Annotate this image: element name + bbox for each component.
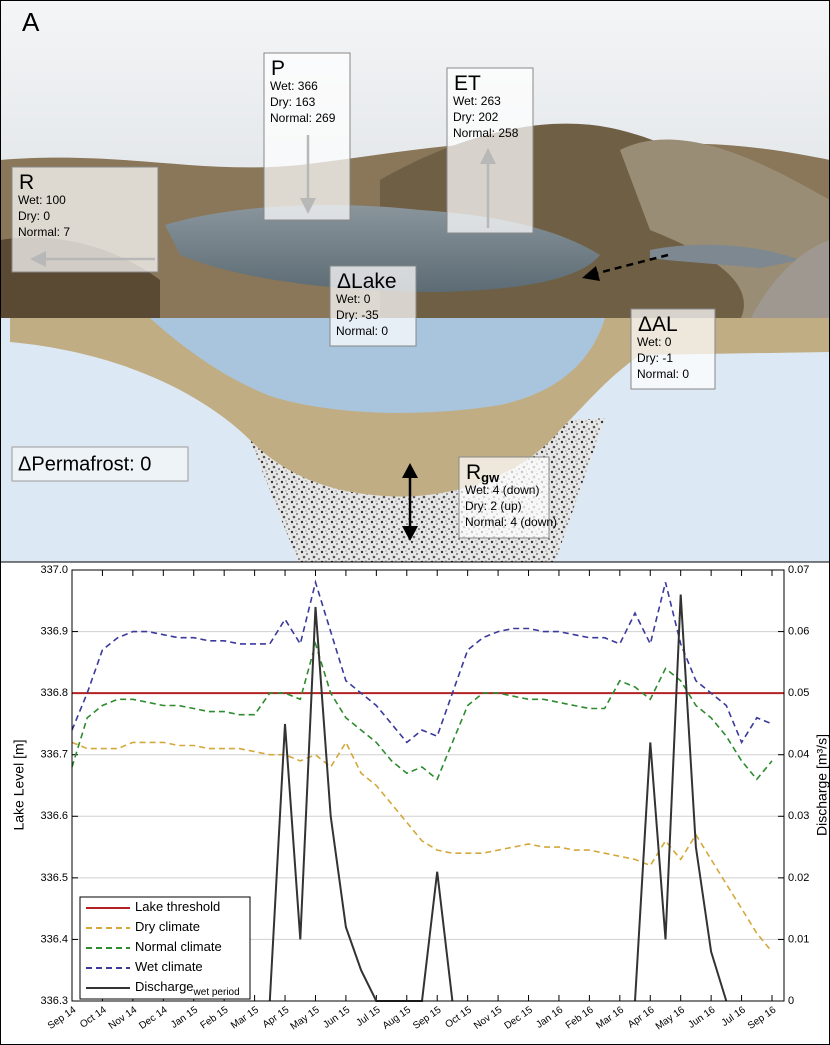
x-tick-label: Sep 16: [746, 1004, 779, 1031]
flux-value: Normal: 0: [637, 367, 689, 381]
flux-title: ET: [454, 72, 481, 95]
flux-title-main: R: [466, 461, 481, 484]
x-tick-label: Jun 15: [321, 1004, 352, 1030]
y-tick-label: 336.8: [40, 687, 68, 699]
legend-name: Lake threshold: [135, 899, 220, 914]
x-tick-label: Nov 14: [107, 1004, 140, 1031]
y-tick-label: 336.9: [40, 625, 68, 637]
y2-tick-label: 0.02: [788, 872, 809, 884]
y2-tick-label: 0.04: [788, 749, 809, 761]
x-tick-label: May 15: [289, 1004, 323, 1032]
flux-title: ΔLake: [337, 270, 397, 293]
flux-title-main: P: [271, 57, 285, 80]
flux-title: R: [19, 171, 34, 194]
flux-value: Dry: 163: [270, 95, 316, 109]
y-tick-label: 336.6: [40, 810, 68, 822]
y-axis-label: Lake Level [m]: [11, 739, 27, 830]
y-tick-label: 337.0: [40, 564, 68, 576]
legend-name: Wet climate: [135, 959, 203, 974]
flux-value: Dry: 2 (up): [465, 499, 522, 513]
x-tick-label: May 16: [654, 1004, 688, 1032]
flux-value: Wet: 4 (down): [465, 483, 539, 497]
flux-title-main: ΔAL: [638, 313, 678, 336]
panel-label: A: [22, 7, 40, 37]
y-tick-label: 336.3: [40, 995, 68, 1007]
x-tick-label: Feb 16: [564, 1004, 596, 1031]
flux-value: Wet: 0: [637, 335, 672, 349]
x-tick-label: Feb 15: [199, 1004, 231, 1031]
legend-name-sub: wet period: [193, 987, 240, 998]
y-tick-label: 336.5: [40, 872, 68, 884]
flux-value: Dry: -1: [637, 351, 673, 365]
flux-value: Normal: 4 (down): [465, 515, 557, 529]
x-tick-label: Jul 15: [354, 1004, 383, 1029]
legend-label: Dry climate: [135, 919, 200, 934]
y-tick-label: 336.7: [40, 749, 68, 761]
flux-title-main: ET: [454, 72, 481, 95]
x-tick-label: Apr 15: [261, 1004, 292, 1030]
legend-label: Lake threshold: [135, 899, 220, 914]
y2-tick-label: 0: [788, 995, 794, 1007]
flux-title-main: ΔLake: [337, 270, 397, 293]
x-tick-label: Mar 15: [229, 1004, 261, 1031]
x-tick-label: Mar 16: [594, 1004, 626, 1031]
flux-value: Normal: 269: [270, 111, 336, 125]
x-tick-label: Apr 16: [626, 1004, 657, 1030]
flux-value: Dry: 202: [453, 110, 499, 124]
x-tick-label: Dec 15: [502, 1004, 535, 1031]
flux-value: Normal: 7: [18, 225, 70, 239]
y-tick-label: 336.4: [40, 933, 68, 945]
y2-tick-label: 0.01: [788, 933, 809, 945]
legend-name: Dry climate: [135, 919, 200, 934]
x-tick-label: Jan 16: [534, 1004, 565, 1030]
flux-value: Dry: -35: [336, 308, 379, 322]
x-tick-label: Nov 15: [472, 1004, 505, 1031]
flux-value: Dry: 0: [18, 209, 50, 223]
y2-axis-label: Discharge [m³/s]: [814, 734, 830, 836]
y2-tick-label: 0.07: [788, 564, 809, 576]
y2-tick-label: 0.05: [788, 687, 809, 699]
x-tick-label: Aug 15: [381, 1004, 414, 1031]
flux-value: Wet: 100: [18, 193, 66, 207]
flux-value: Wet: 263: [453, 94, 501, 108]
x-tick-label: Oct 15: [443, 1004, 474, 1030]
y2-tick-label: 0.06: [788, 625, 809, 637]
y2-tick-label: 0.03: [788, 810, 809, 822]
x-tick-label: Jun 16: [686, 1004, 717, 1030]
x-tick-label: Dec 14: [137, 1004, 170, 1031]
legend-label: Wet climate: [135, 959, 203, 974]
flux-value: Wet: 0: [336, 292, 371, 306]
figure: A ΔPermafrost: 0 B Lake Level [m] Discha…: [0, 0, 830, 1045]
legend-label: Normal climate: [135, 939, 222, 954]
flux-value: Wet: 366: [270, 79, 318, 93]
flux-value: Normal: 0: [336, 324, 388, 338]
flux-title: P: [271, 57, 285, 80]
flux-title: ΔAL: [638, 313, 678, 336]
legend-name: Discharge: [135, 979, 194, 994]
x-tick-label: Sep 14: [46, 1004, 79, 1031]
x-tick-label: Oct 14: [78, 1004, 109, 1030]
flux-value: Normal: 258: [453, 126, 519, 140]
flux-title-main: R: [19, 171, 34, 194]
x-tick-label: Jan 15: [169, 1004, 200, 1030]
x-tick-label: Sep 15: [411, 1004, 444, 1031]
x-tick-label: Jul 16: [720, 1004, 749, 1029]
permafrost-label: ΔPermafrost: 0: [18, 453, 151, 475]
legend-name: Normal climate: [135, 939, 222, 954]
